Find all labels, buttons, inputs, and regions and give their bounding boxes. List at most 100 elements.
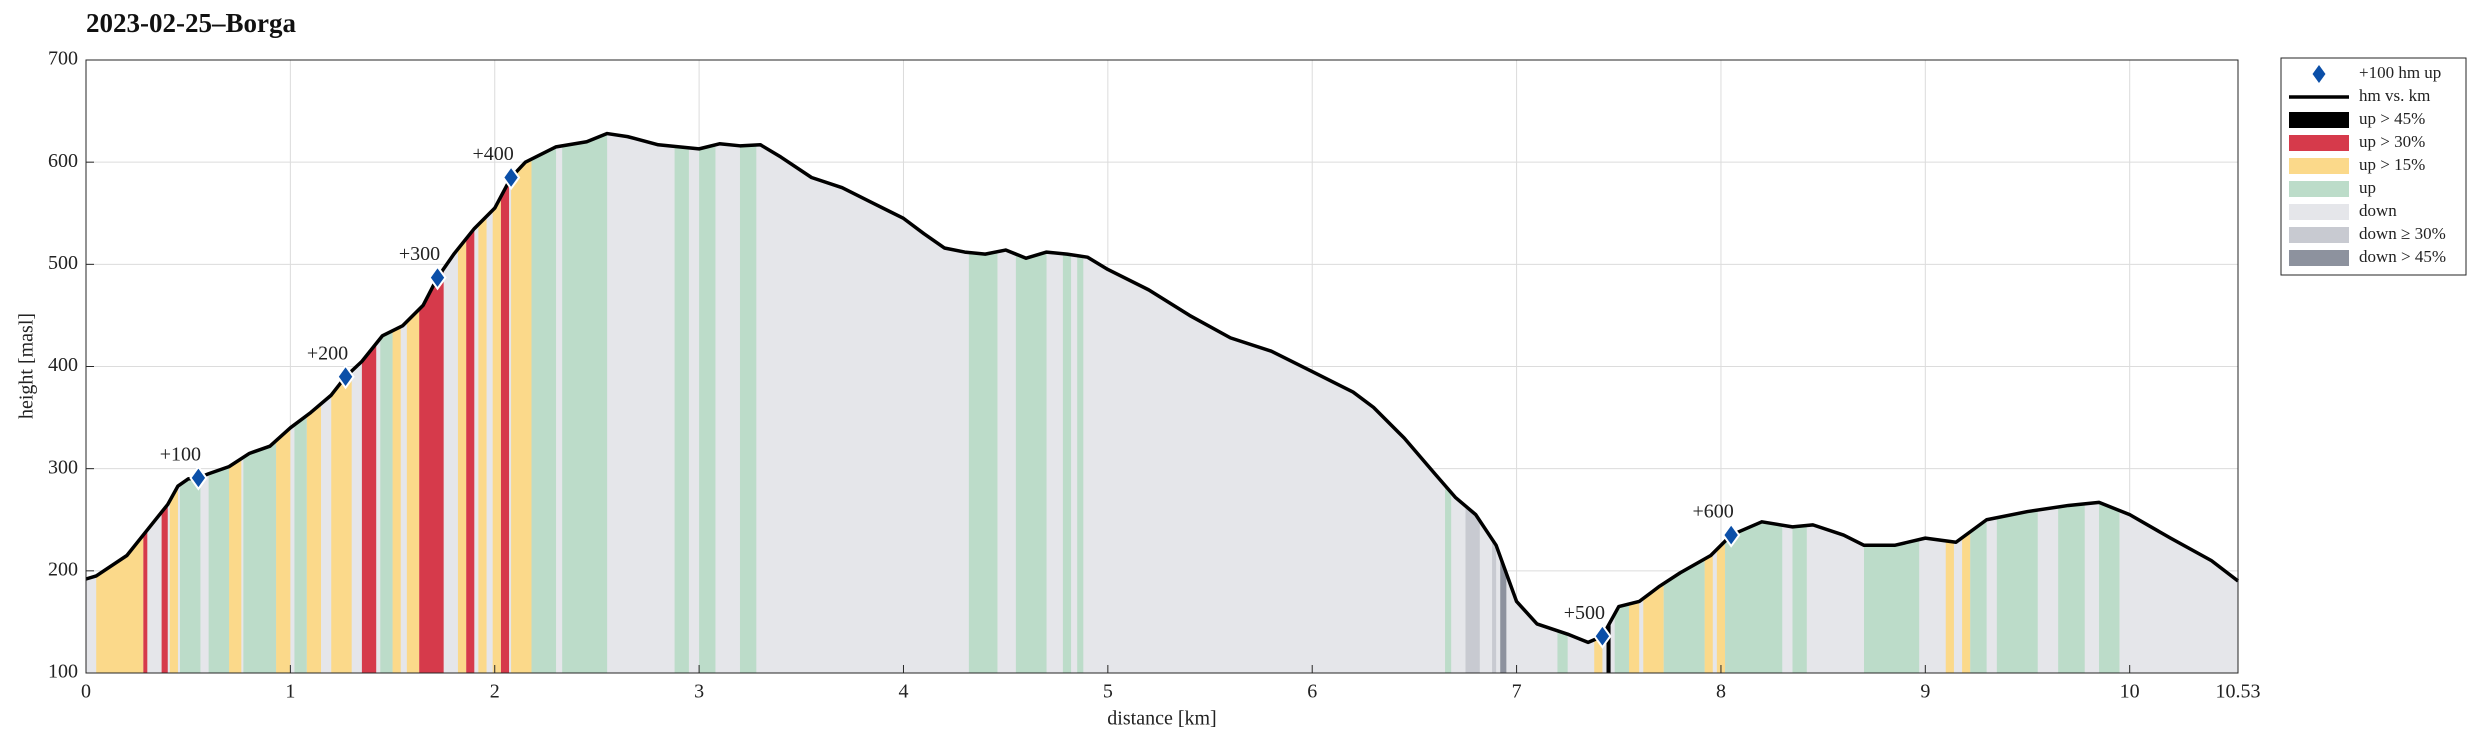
grade-band	[1062, 253, 1072, 673]
marker-label: +100	[160, 443, 201, 465]
legend-label: up > 45%	[2359, 109, 2425, 128]
x-tick-label: 0	[81, 681, 91, 703]
legend-marker	[2312, 65, 2326, 83]
grade-band	[466, 228, 475, 673]
marker-label: +500	[1564, 602, 1605, 624]
x-tick-label: 6	[1307, 681, 1317, 703]
legend-label: up > 15%	[2359, 155, 2425, 174]
grade-band	[243, 440, 277, 673]
y-tick-label: 500	[48, 252, 78, 274]
grade-band	[562, 133, 608, 673]
x-tick-label: 3	[694, 681, 704, 703]
grade-band	[500, 181, 510, 673]
profile-line	[85, 131, 2240, 645]
y-tick-label: 300	[48, 456, 78, 478]
grade-band	[2099, 502, 2120, 673]
marker-label: +400	[472, 143, 513, 165]
grade-band	[361, 343, 377, 673]
legend-label: down > 45%	[2359, 247, 2446, 266]
x-axis-label: distance [km]	[1107, 708, 1216, 730]
grade-band	[1864, 539, 1920, 673]
marker	[336, 364, 355, 390]
x-tick-label: 1	[285, 681, 295, 703]
marker	[1722, 522, 1741, 548]
legend-swatch	[2289, 181, 2349, 197]
grade-band	[531, 146, 557, 673]
grade-band	[1077, 255, 1084, 673]
marker-label: +600	[1693, 501, 1734, 523]
grade-band	[306, 403, 322, 673]
marker	[1593, 623, 1612, 649]
grade-band	[1704, 553, 1713, 673]
grade-band	[180, 477, 201, 673]
chart-title: 2023-02-25–Borga	[86, 8, 296, 38]
legend-label: hm vs. km	[2359, 86, 2430, 105]
grade-band	[229, 458, 242, 673]
x-tick-label: 7	[1512, 681, 1522, 703]
legend-swatch	[2289, 227, 2349, 243]
legend-swatch	[2289, 250, 2349, 266]
grade-band	[331, 370, 352, 673]
grade-band	[1716, 541, 1726, 673]
grade-band	[1557, 630, 1568, 673]
grade-band	[294, 415, 307, 673]
x-tick-label: 10.53	[2216, 681, 2261, 703]
legend-label: down	[2359, 201, 2397, 220]
x-tick-label: 5	[1103, 681, 1113, 703]
grade-band	[1792, 525, 1807, 673]
grade-band	[674, 146, 689, 674]
grade-band	[1962, 531, 1971, 673]
grade-band	[96, 535, 144, 673]
grade-band	[2058, 503, 2085, 673]
grade-band	[1628, 601, 1640, 673]
grade-band	[392, 326, 401, 673]
y-tick-label: 600	[48, 150, 78, 172]
grade-band	[1996, 510, 2038, 673]
grade-band	[1945, 540, 1954, 673]
legend-swatch	[2289, 112, 2349, 128]
y-tick-label: 200	[48, 558, 78, 580]
x-tick-label: 4	[898, 681, 908, 703]
grade-band	[492, 196, 501, 673]
grade-band	[511, 159, 532, 673]
grade-band	[380, 330, 393, 673]
x-tick-label: 2	[490, 681, 500, 703]
grade-band	[1643, 583, 1664, 673]
grade-band	[968, 251, 998, 673]
grade-band	[699, 144, 716, 673]
grade-band	[1970, 519, 1987, 673]
grade-band	[1445, 485, 1452, 673]
grade-band	[478, 216, 487, 673]
marker	[189, 465, 208, 491]
grade-band	[1015, 252, 1047, 673]
grade-band	[739, 145, 757, 673]
y-tick-label: 700	[48, 48, 78, 70]
grade-band	[406, 309, 420, 673]
legend-label: +100 hm up	[2359, 63, 2441, 82]
y-tick-label: 100	[48, 661, 78, 683]
legend-swatch	[2289, 135, 2349, 151]
legend-label: down ≥ 30%	[2359, 224, 2446, 243]
marker	[428, 264, 447, 291]
legend-swatch	[2289, 204, 2349, 220]
grade-band	[143, 529, 148, 673]
grade-band	[276, 427, 291, 673]
marker-label: +300	[399, 243, 440, 265]
legend-label: up	[2359, 178, 2376, 197]
grade-band	[208, 466, 230, 673]
grade-band	[1500, 556, 1507, 673]
legend-swatch	[2289, 158, 2349, 174]
legend-label: up > 30%	[2359, 132, 2425, 151]
grade-band	[169, 486, 178, 673]
x-tick-label: 9	[1920, 681, 1930, 703]
grade-band	[1614, 604, 1629, 673]
y-axis-label: height [masl]	[16, 313, 38, 419]
grade-band	[1663, 558, 1705, 673]
marker-label: +200	[307, 342, 348, 364]
grade-band	[1492, 539, 1497, 673]
x-tick-label: 8	[1716, 681, 1726, 703]
profile-area	[86, 133, 2238, 673]
grade-band	[161, 504, 168, 673]
